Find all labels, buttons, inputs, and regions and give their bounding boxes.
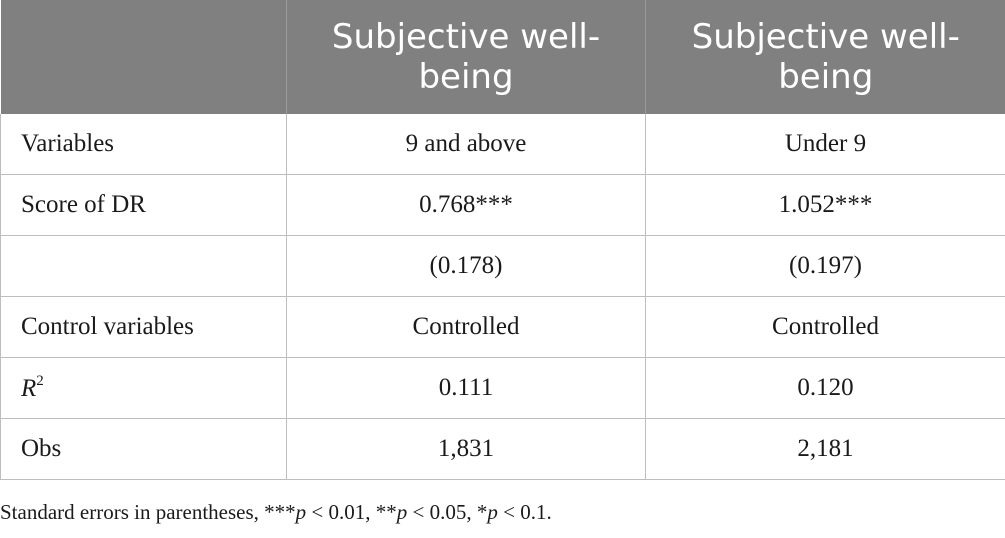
table-row: Control variables Controlled Controlled — [0, 296, 1005, 358]
row-label: Variables — [0, 114, 287, 175]
table-row: Variables 9 and above Under 9 — [0, 114, 1005, 175]
cell-value: Under 9 — [645, 114, 1005, 175]
note-p: p — [487, 500, 498, 524]
table-row: Score of DR 0.768*** 1.052*** — [0, 174, 1005, 236]
header-subjective-well-being-1: Subjective well-being — [286, 0, 646, 114]
row-label: Control variables — [0, 296, 287, 358]
superscript-2: 2 — [36, 373, 44, 389]
cell-value: 2,181 — [645, 418, 1005, 480]
header-empty-cell — [0, 0, 287, 114]
table-row: R2 0.111 0.120 — [0, 357, 1005, 419]
cell-value: 1.052*** — [645, 174, 1005, 236]
r-symbol: R — [21, 375, 37, 402]
table-row: (0.178) (0.197) — [0, 235, 1005, 297]
note-p: p — [396, 500, 408, 524]
cell-value: (0.178) — [286, 235, 646, 297]
cell-value: (0.197) — [645, 235, 1005, 297]
note-text: Standard errors in parentheses, *** — [0, 500, 296, 524]
regression-table: Subjective well-being Subjective well-be… — [0, 0, 1005, 480]
table-footnote: Standard errors in parentheses, ***p < 0… — [0, 500, 552, 525]
header-subjective-well-being-2: Subjective well-being — [645, 0, 1005, 114]
cell-value: 0.768*** — [286, 174, 646, 236]
cell-value: Controlled — [645, 296, 1005, 358]
header-row: Subjective well-being Subjective well-be… — [0, 0, 1005, 114]
cell-value: 1,831 — [286, 418, 646, 480]
note-p: p — [295, 500, 307, 524]
table-row: Obs 1,831 2,181 — [0, 418, 1005, 480]
note-text: < 0.01, ** — [306, 500, 397, 524]
row-label: Obs — [0, 418, 287, 480]
note-text: < 0.05, * — [407, 500, 488, 524]
cell-value: Controlled — [286, 296, 646, 358]
note-text: < 0.1. — [497, 500, 552, 524]
cell-value: 9 and above — [286, 114, 646, 175]
cell-value: 0.120 — [645, 357, 1005, 419]
row-label — [0, 235, 287, 297]
row-label: Score of DR — [0, 174, 287, 236]
row-label-r-squared: R2 — [0, 357, 287, 419]
cell-value: 0.111 — [286, 357, 646, 419]
